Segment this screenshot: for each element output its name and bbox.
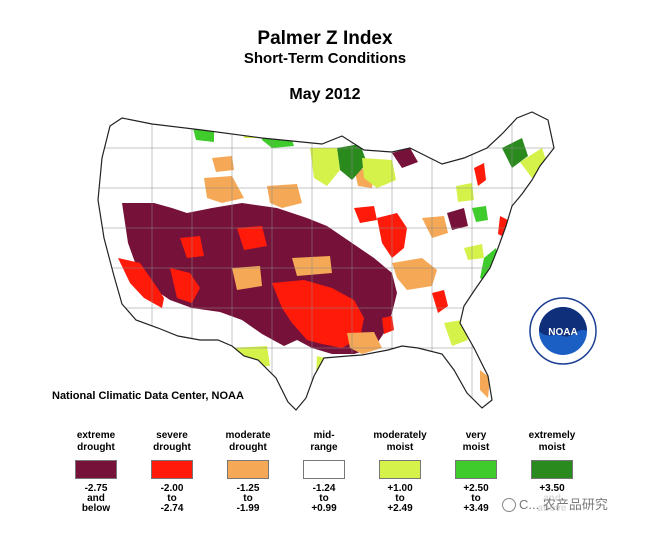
legend-swatch [227, 460, 269, 479]
legend-range: +2.50 to +3.49 [463, 483, 489, 514]
drought-regions [98, 112, 554, 410]
wechat-icon [502, 498, 516, 512]
legend-range: -1.25 to -1.99 [236, 483, 260, 514]
legend-swatch [151, 460, 193, 479]
legend-swatch [531, 460, 573, 479]
noaa-logo: NOAA [528, 296, 598, 366]
legend-swatch [455, 460, 497, 479]
legend-label: mid- range [310, 430, 338, 453]
us-outline [97, 111, 555, 411]
legend-label: severe drought [153, 430, 191, 453]
legend-range: -2.75 and below [81, 483, 111, 514]
legend-item-moderate-drought: moderate drought -1.25 to -1.99 [208, 430, 288, 514]
legend-item-severe-drought: severe drought -2.00 to -2.74 [132, 430, 212, 514]
legend-swatch [75, 460, 117, 479]
map-title: Palmer Z Index [257, 28, 393, 49]
watermark-text: C... 农产品研究 [519, 497, 608, 512]
map-period: May 2012 [289, 86, 361, 103]
source-credit: National Climatic Data Center, NOAA [52, 390, 244, 402]
legend-swatch [379, 460, 421, 479]
legend-item-mid-range: mid- range -1.24 to +0.99 [284, 430, 364, 514]
legend-label: very moist [462, 430, 490, 453]
legend-range: -1.24 to +0.99 [311, 483, 337, 514]
legend-label: extreme drought [76, 430, 116, 453]
legend-range: +1.00 to +2.49 [387, 483, 413, 514]
legend-label: moderately moist [373, 430, 427, 453]
map-legend: extreme drought -2.75 and below severe d… [56, 430, 596, 530]
legend-item-moderately-moist: moderately moist +1.00 to +2.49 [360, 430, 440, 514]
legend-item-extreme-drought: extreme drought -2.75 and below [56, 430, 136, 514]
legend-label: extremely moist [528, 430, 576, 453]
legend-swatch [303, 460, 345, 479]
svg-text:NOAA: NOAA [548, 327, 577, 338]
legend-item-very-moist: very moist +2.50 to +3.49 [436, 430, 516, 514]
us-drought-map [92, 108, 570, 420]
map-subtitle: Short-Term Conditions [243, 50, 407, 67]
legend-range: -2.00 to -2.74 [160, 483, 184, 514]
watermark: C... 农产品研究 [498, 493, 612, 514]
legend-label: moderate drought [225, 430, 271, 453]
